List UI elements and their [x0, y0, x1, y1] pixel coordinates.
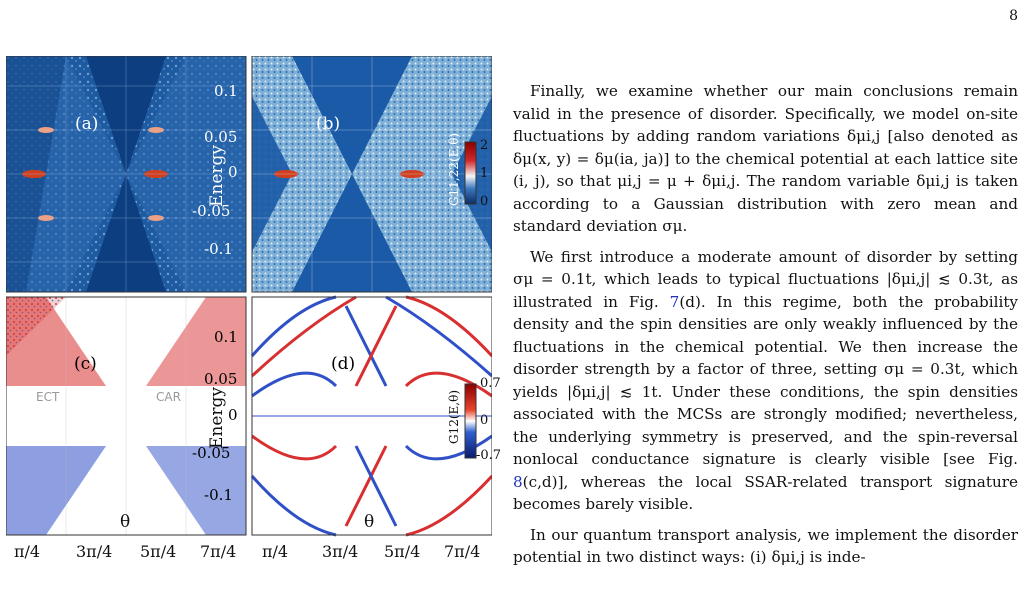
x-tick: 3π/4	[322, 542, 359, 561]
x-tick: 5π/4	[384, 542, 421, 561]
y-tick: 0.1	[214, 328, 238, 346]
paragraph-1: Finally, we examine whether our main con…	[513, 82, 1018, 235]
panel-d-heatmap	[250, 295, 492, 537]
colorbar-top-tick: 0	[480, 194, 489, 209]
panel-c-heatmap	[6, 297, 246, 535]
colorbar-bottom-tick: 0.7	[480, 376, 501, 391]
panel-b-heatmap	[252, 56, 492, 292]
x-tick: 3π/4	[76, 542, 113, 561]
body-text: Finally, we examine whether our main con…	[513, 80, 1018, 577]
panel-label-a: (a)	[75, 114, 99, 134]
y-tick: 0.05	[204, 370, 238, 388]
paragraph-2: We first introduce a moderate amount of …	[513, 246, 1018, 516]
y-tick: -0.1	[204, 240, 233, 258]
colorbar-bottom	[464, 383, 477, 459]
y-tick: -0.05	[192, 444, 231, 462]
y-tick: -0.1	[204, 486, 233, 504]
colorbar-top-title: G11,22(E,θ)	[447, 132, 461, 206]
energy-axis-label-top: Energy	[207, 144, 228, 208]
paragraph-2-part-b: (d). In this regime, both the probabilit…	[513, 292, 1019, 469]
panel-a-heatmap	[6, 56, 246, 292]
colorbar-top-tick: 1	[480, 166, 489, 181]
x-tick: 5π/4	[140, 542, 177, 561]
figure-link-7[interactable]: 7	[669, 292, 680, 311]
colorbar-bottom-tick: 0	[480, 413, 489, 428]
panel-label-b: (b)	[316, 114, 341, 134]
paragraph-3: In our quantum transport analysis, we im…	[513, 525, 1018, 567]
y-tick: 0	[228, 406, 238, 424]
panel-label-c: (c)	[74, 354, 97, 374]
theta-label-c: θ	[120, 512, 131, 532]
colorbar-bottom-title: G12(E,θ)	[447, 389, 461, 444]
paragraph-2-part-c: (c,d)], whereas the local SSAR-related t…	[513, 472, 1018, 514]
energy-axis-label-bottom: Energy	[207, 386, 228, 450]
car-label: CAR	[156, 390, 181, 404]
figure-graphics	[6, 56, 492, 537]
colorbar-top	[464, 141, 477, 205]
x-tick: π/4	[262, 542, 289, 561]
x-tick: 7π/4	[200, 542, 237, 561]
y-tick: 0.1	[214, 82, 238, 100]
panel-label-d: (d)	[331, 354, 356, 374]
y-tick: -0.05	[192, 202, 231, 220]
colorbar-bottom-tick: -0.7	[476, 448, 502, 463]
ect-label: ECT	[36, 390, 60, 404]
colorbar-top-tick: 2	[480, 138, 489, 153]
figure: (a) (b) (c) (d) 0.1 0.05 0 -0.05 -0.1 En…	[6, 56, 501, 594]
paragraph-2-part-a: We first introduce a moderate amount of …	[513, 247, 1018, 311]
y-tick: 0	[228, 163, 238, 181]
y-tick: 0.05	[204, 128, 238, 146]
theta-label-d: θ	[364, 512, 375, 532]
x-tick: π/4	[14, 542, 41, 561]
page-number: 8	[1009, 8, 1018, 24]
figure-link-8[interactable]: 8	[513, 472, 523, 491]
x-tick: 7π/4	[444, 542, 481, 561]
